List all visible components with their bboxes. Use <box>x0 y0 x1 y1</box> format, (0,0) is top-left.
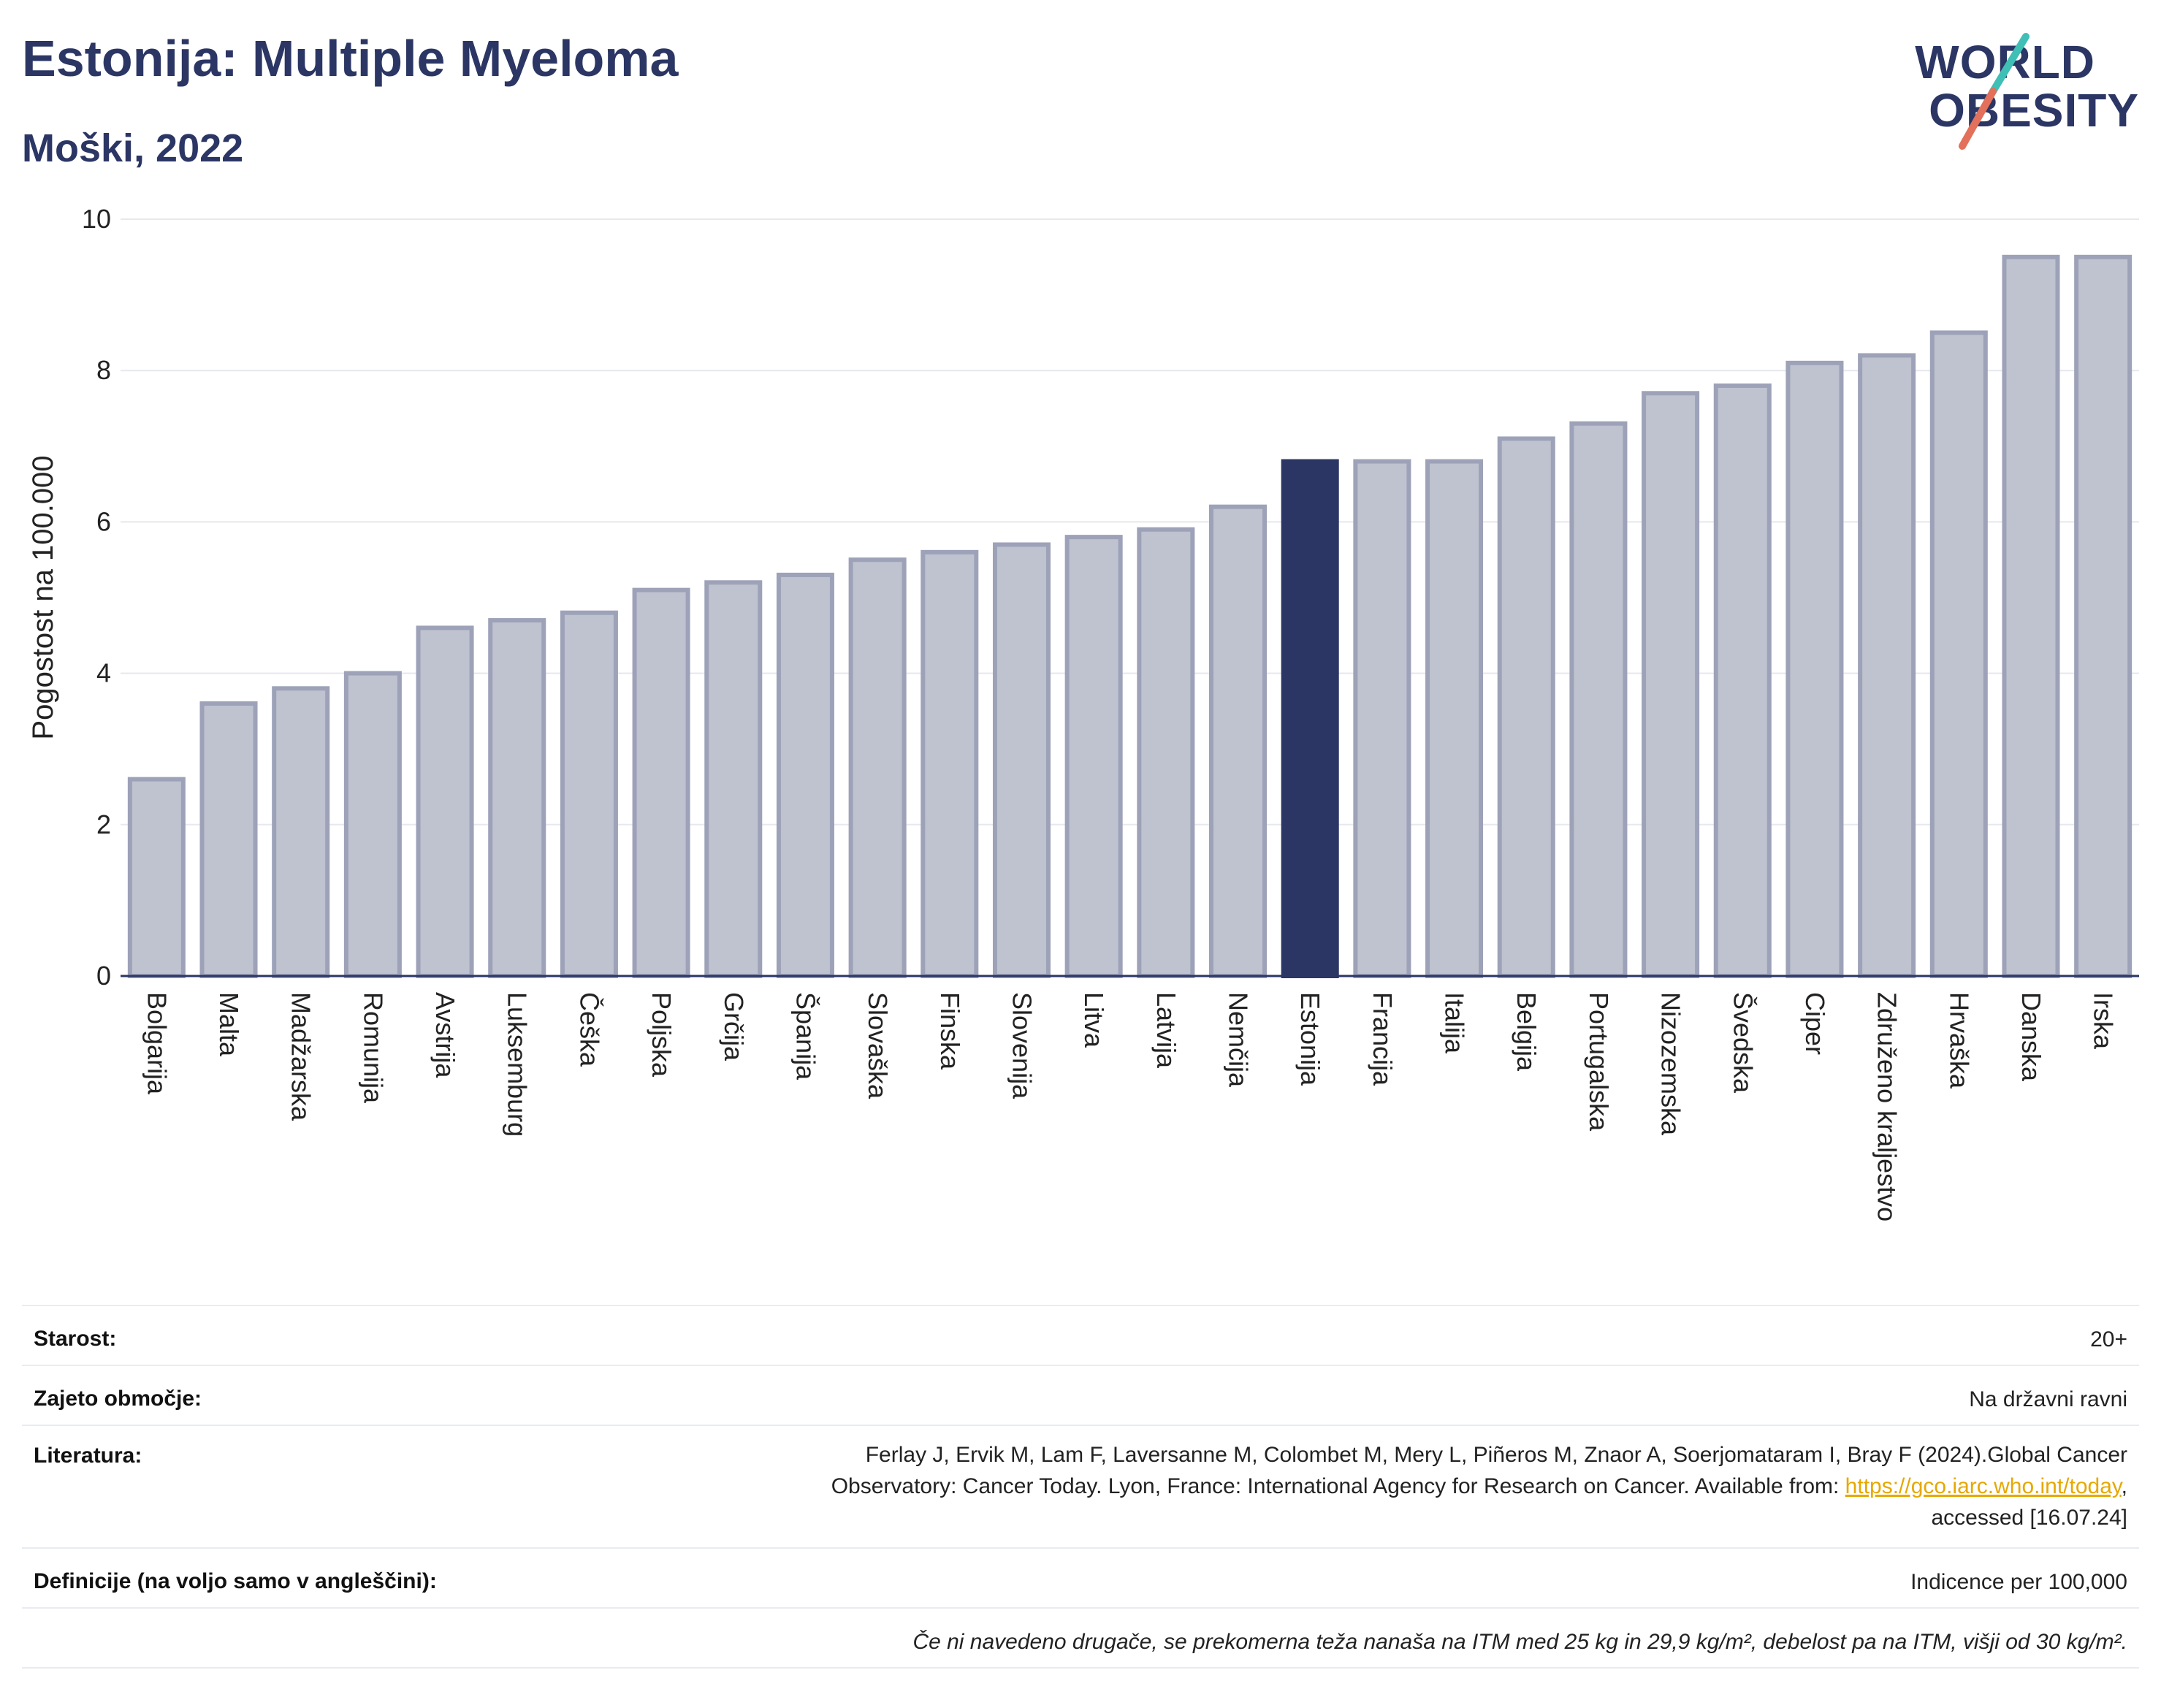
bar-Nemčija <box>1209 504 1268 978</box>
x-tick-label: Romunija <box>358 992 388 1104</box>
literature-link[interactable]: https://gco.iarc.who.int/today <box>1845 1474 2122 1498</box>
bar-Ciper <box>1785 360 1844 978</box>
literature-line-2-text: Observatory: Cancer Today. Lyon, France:… <box>831 1474 1845 1498</box>
bar-Grčija <box>704 580 763 978</box>
x-tick-label: Danska <box>2016 992 2046 1082</box>
x-tick-label: Ciper <box>1800 992 1830 1055</box>
x-tick-label: Estonija <box>1295 992 1325 1086</box>
logo-slash-icon <box>1959 33 2029 150</box>
literature-line-3: accessed [16.07.24] <box>1931 1506 2127 1530</box>
x-tick-label: Belgija <box>1512 992 1541 1072</box>
x-tick-label: Portugalska <box>1584 992 1614 1132</box>
bar-Francija <box>1353 459 1411 978</box>
y-tick-label: 6 <box>96 506 111 536</box>
bar-Irska <box>2074 254 2133 978</box>
bar-Belgija <box>1497 436 1555 978</box>
bar-Romunija <box>343 671 402 978</box>
bar-Švedska <box>1713 383 1772 978</box>
info-row-coverage: Zajeto območje: Na državni ravni <box>22 1365 2139 1426</box>
x-tick-label: Švedska <box>1728 992 1758 1094</box>
bar-Malta <box>199 701 258 978</box>
x-tick-label: Latvija <box>1151 992 1181 1069</box>
literature-value: Ferlay J, Ervik M, Lam F, Laversanne M, … <box>831 1439 2127 1533</box>
x-tick-label: Irska <box>2089 992 2119 1050</box>
y-axis-label: Pogostost na 100.000 <box>27 455 59 739</box>
x-tick-label: Avstrija <box>430 992 460 1078</box>
x-tick-label: Malta <box>214 992 244 1057</box>
x-tick-label: Italija <box>1440 992 1470 1054</box>
bar-Slovaška <box>848 557 907 978</box>
y-tick-label: 8 <box>96 355 111 385</box>
bar-Italija <box>1425 459 1484 978</box>
logo-line-2: OBESITY <box>1929 84 2139 137</box>
bar-Španija <box>776 572 834 978</box>
bar-Madžarska <box>272 686 330 978</box>
bar-Češka <box>560 610 618 978</box>
world-obesity-logo: WORLD OBESITY <box>1898 29 2139 153</box>
x-tick-label: Grčija <box>719 992 749 1061</box>
bar-Združeno kraljestvo <box>1858 353 1916 979</box>
bar-Portugalska <box>1569 421 1628 978</box>
obesity-definition-note: Če ni navedeno drugače, se prekomerna te… <box>912 1630 2127 1654</box>
bar-Estonija <box>1281 459 1339 978</box>
info-row-literature: Literatura: Ferlay J, Ervik M, Lam F, La… <box>22 1425 2139 1549</box>
x-tick-label: Nizozemska <box>1656 992 1686 1136</box>
x-tick-label: Češka <box>574 992 604 1067</box>
coverage-value: Na državni ravni <box>1969 1387 2127 1411</box>
definitions-label: Definicije (na voljo samo v angleščini): <box>34 1569 437 1593</box>
page-title: Estonija: Multiple Myeloma <box>22 30 679 87</box>
info-row-note: Če ni navedeno drugače, se prekomerna te… <box>22 1607 2139 1669</box>
x-tick-label: Slovaška <box>863 992 893 1099</box>
bar-Bolgarija <box>127 777 186 978</box>
bar-Litva <box>1064 535 1123 978</box>
literature-line-2: Observatory: Cancer Today. Lyon, France:… <box>831 1471 2127 1502</box>
bar-Finska <box>921 549 979 978</box>
x-tick-label: Madžarska <box>286 992 316 1121</box>
bar-Slovenija <box>992 542 1051 978</box>
page-subtitle: Moški, 2022 <box>22 126 244 170</box>
literature-line-2-end: , <box>2121 1474 2127 1498</box>
info-row-definitions: Definicije (na voljo samo v angleščini):… <box>22 1547 2139 1609</box>
x-tick-label: Slovenija <box>1007 992 1037 1099</box>
x-tick-label: Združeno kraljestvo <box>1872 992 1902 1221</box>
bar-Hrvaška <box>1929 330 1988 978</box>
bar-Avstrija <box>416 625 474 978</box>
info-bottom-border <box>22 1667 2139 1669</box>
y-tick-label: 0 <box>96 961 111 991</box>
y-tick-label: 10 <box>82 204 111 234</box>
literature-label: Literatura: <box>34 1444 142 1468</box>
logo-line-1: WORLD <box>1915 36 2095 88</box>
x-tick-label: Hrvaška <box>1944 992 1974 1089</box>
age-value: 20+ <box>2090 1327 2127 1351</box>
bar-Latvija <box>1137 527 1195 978</box>
bar-Luksemburg <box>488 618 546 979</box>
x-tick-label: Francija <box>1368 992 1398 1086</box>
y-tick-label: 2 <box>96 809 111 839</box>
x-tick-label: Luksemburg <box>503 992 533 1137</box>
literature-line-1: Ferlay J, Ervik M, Lam F, Laversanne M, … <box>865 1443 2127 1467</box>
definitions-value: Indicence per 100,000 <box>1910 1570 2127 1594</box>
x-tick-label: Španija <box>790 992 820 1080</box>
x-tick-label: Poljska <box>647 992 676 1078</box>
coverage-label: Zajeto območje: <box>34 1387 202 1411</box>
x-tick-label: Bolgarija <box>142 992 172 1095</box>
y-tick-label: 4 <box>96 658 111 688</box>
x-tick-label: Litva <box>1079 992 1109 1048</box>
bar-Poljska <box>632 587 690 978</box>
bar-chart: 0 2 4 6 8 10 Pogostost na 100.000 Bolgarija Malt… <box>27 204 2139 1221</box>
info-row-age: Starost: 20+ <box>22 1305 2139 1366</box>
age-label: Starost: <box>34 1327 117 1351</box>
bar-Danska <box>2002 254 2060 978</box>
bar-Nizozemska <box>1642 391 1700 978</box>
x-tick-label: Nemčija <box>1224 992 1254 1088</box>
x-tick-label: Finska <box>935 992 965 1070</box>
